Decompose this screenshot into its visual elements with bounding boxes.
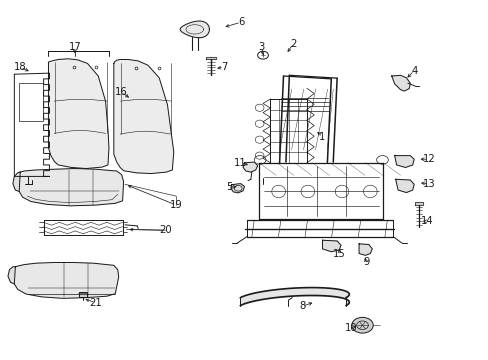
Text: 10: 10 bbox=[344, 323, 356, 333]
Polygon shape bbox=[114, 59, 173, 174]
Text: 6: 6 bbox=[238, 17, 244, 27]
Text: 15: 15 bbox=[332, 248, 345, 258]
Polygon shape bbox=[230, 184, 244, 193]
Text: 13: 13 bbox=[422, 179, 434, 189]
Text: 11: 11 bbox=[234, 158, 246, 168]
Text: 14: 14 bbox=[420, 216, 433, 226]
Polygon shape bbox=[395, 179, 413, 193]
Polygon shape bbox=[243, 162, 257, 172]
Text: 5: 5 bbox=[225, 182, 232, 192]
Polygon shape bbox=[13, 172, 20, 192]
Polygon shape bbox=[414, 202, 423, 205]
Text: 20: 20 bbox=[159, 225, 171, 235]
Text: 16: 16 bbox=[115, 87, 128, 97]
Text: 8: 8 bbox=[298, 301, 305, 311]
Polygon shape bbox=[14, 262, 119, 298]
Polygon shape bbox=[206, 57, 216, 59]
Polygon shape bbox=[394, 156, 413, 167]
Text: 2: 2 bbox=[289, 39, 296, 49]
Polygon shape bbox=[48, 59, 109, 168]
Bar bbox=[19, 83, 42, 121]
Text: 18: 18 bbox=[14, 62, 26, 72]
Polygon shape bbox=[322, 240, 340, 252]
Text: 9: 9 bbox=[363, 257, 369, 267]
Text: 21: 21 bbox=[89, 298, 102, 308]
Polygon shape bbox=[391, 75, 409, 91]
Polygon shape bbox=[358, 244, 371, 255]
Text: 1: 1 bbox=[319, 132, 325, 142]
Polygon shape bbox=[8, 267, 15, 284]
Polygon shape bbox=[180, 21, 209, 38]
Polygon shape bbox=[19, 168, 123, 206]
Text: 3: 3 bbox=[258, 42, 264, 52]
Circle shape bbox=[351, 318, 372, 333]
Text: 19: 19 bbox=[169, 200, 182, 210]
Text: 7: 7 bbox=[221, 62, 227, 72]
Text: 12: 12 bbox=[422, 154, 434, 164]
Text: 17: 17 bbox=[68, 42, 81, 51]
Text: 4: 4 bbox=[410, 66, 416, 76]
Bar bbox=[79, 292, 86, 297]
